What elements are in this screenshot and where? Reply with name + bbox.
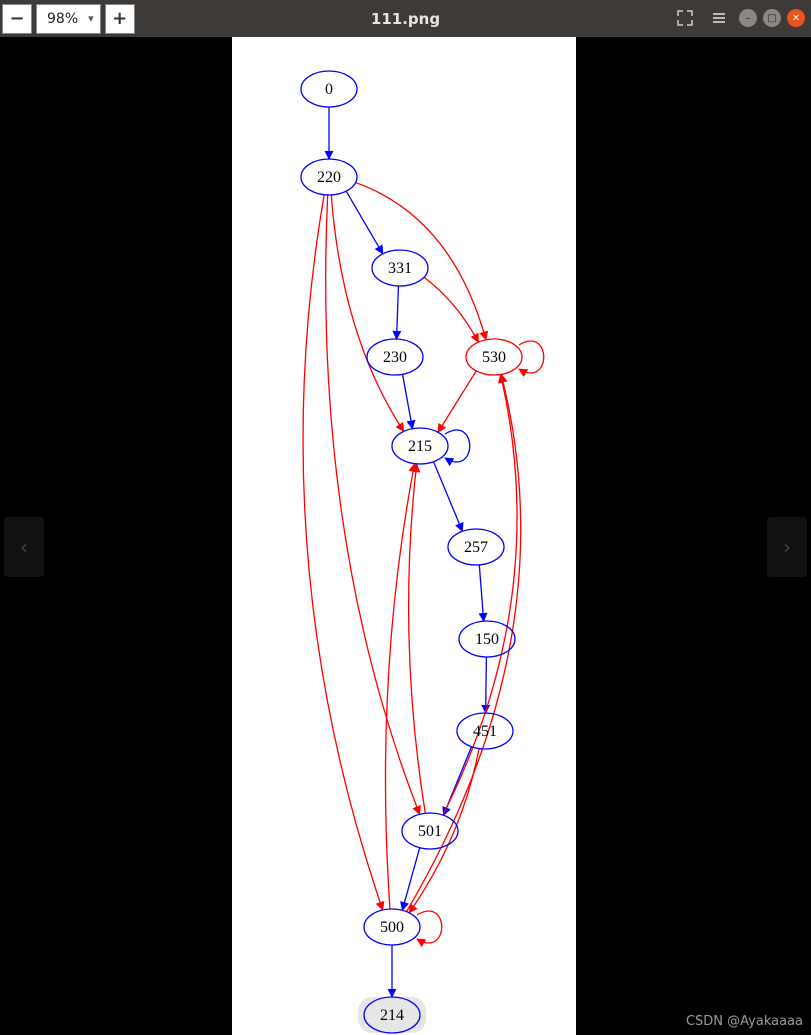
graph-edge: [326, 195, 420, 814]
graph-diagram: 0 220 331 230 530 215 257 150 451 501 500 214: [232, 37, 576, 1035]
titlebar: − 98% ▾ + 111.png – □ ✕: [0, 0, 811, 37]
zoom-value: 98%: [47, 11, 78, 27]
graph-edge: [486, 657, 487, 713]
zoom-select[interactable]: 98% ▾: [36, 4, 101, 34]
graph-edge: [356, 183, 486, 340]
graph-node-label: 257: [464, 539, 488, 556]
graph-edge: [397, 286, 399, 339]
graph-node: 0: [301, 71, 357, 107]
titlebar-right-group: – □ ✕: [671, 4, 805, 32]
graph-node: 230: [367, 339, 423, 375]
graph-node: 530: [466, 339, 522, 375]
minimize-icon[interactable]: –: [739, 9, 757, 27]
next-image-button[interactable]: ›: [767, 517, 807, 577]
graph-node: 215: [392, 428, 448, 464]
titlebar-left-group: − 98% ▾ +: [0, 0, 137, 38]
viewer-content: ‹ › 0 220 331 230 530 215 257 150 451 501 500 214 C…: [0, 37, 811, 1035]
menu-icon[interactable]: [705, 4, 733, 32]
graph-node-label: 501: [418, 823, 442, 840]
graph-node-label: 0: [325, 81, 333, 98]
prev-image-button[interactable]: ‹: [4, 517, 44, 577]
graph-node: 331: [372, 250, 428, 286]
graph-node: 257: [448, 529, 504, 565]
graph-edge: [346, 191, 383, 254]
zoom-out-button[interactable]: −: [2, 4, 32, 34]
graph-node-label: 530: [482, 349, 506, 366]
watermark-text: CSDN @Ayakaaaa: [686, 1014, 803, 1029]
close-icon[interactable]: ✕: [787, 9, 805, 27]
graph-edge: [438, 371, 476, 432]
graph-edge: [434, 462, 463, 532]
graph-node-label: 214: [380, 1007, 404, 1024]
graph-node-label: 500: [380, 919, 404, 936]
graph-node: 150: [459, 621, 515, 657]
zoom-in-button[interactable]: +: [105, 4, 135, 34]
graph-edge: [409, 464, 426, 813]
graph-node: 220: [301, 159, 357, 195]
fullscreen-icon[interactable]: [671, 4, 699, 32]
graph-node-label: 215: [408, 438, 432, 455]
maximize-icon[interactable]: □: [763, 9, 781, 27]
chevron-down-icon: ▾: [88, 12, 94, 25]
graph-node-label: 150: [475, 631, 499, 648]
graph-edge: [303, 195, 383, 910]
graph-edge: [403, 374, 413, 428]
graph-node: 214: [364, 997, 420, 1033]
graph-node: 500: [364, 909, 420, 945]
graph-edge: [331, 195, 403, 431]
graph-node-label: 451: [473, 723, 497, 740]
graph-edge: [519, 341, 544, 373]
image-canvas: 0 220 331 230 530 215 257 150 451 501 500 214: [232, 37, 576, 1035]
graph-node-label: 220: [317, 169, 341, 186]
graph-edge: [479, 565, 483, 621]
graph-edge: [385, 464, 414, 909]
graph-edge: [417, 911, 442, 943]
graph-node-label: 230: [383, 349, 407, 366]
graph-edge: [445, 430, 470, 462]
graph-edge: [424, 277, 478, 342]
graph-node-label: 331: [388, 260, 412, 277]
